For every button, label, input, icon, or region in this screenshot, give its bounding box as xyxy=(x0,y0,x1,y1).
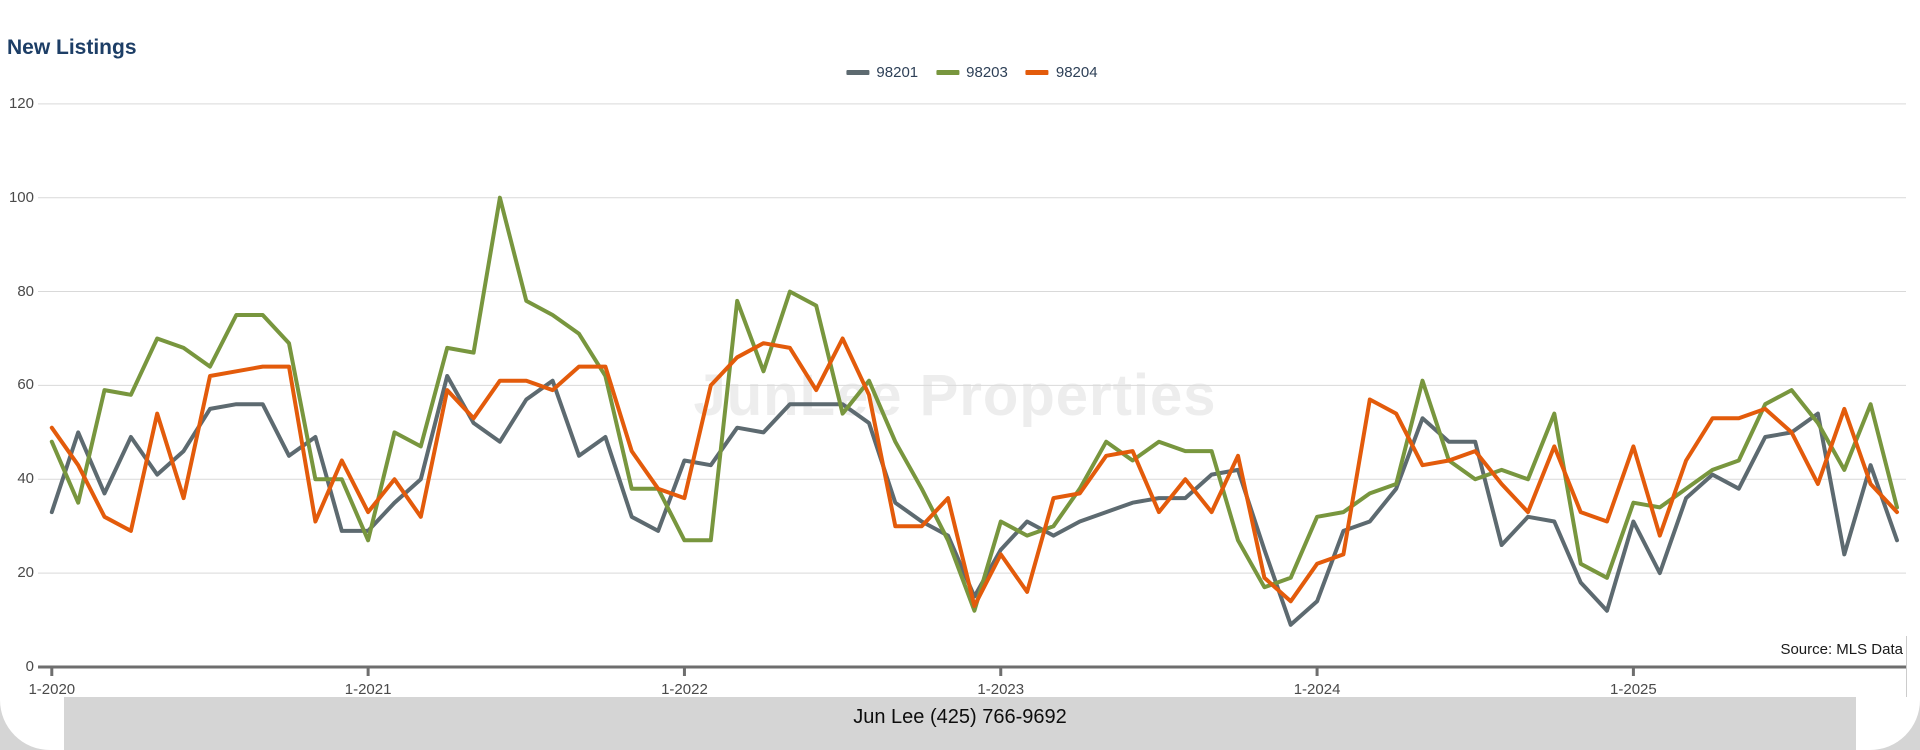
legend-label: 98203 xyxy=(966,64,1008,81)
legend-swatch-98201 xyxy=(846,70,870,75)
card-right-edge xyxy=(1906,636,1907,697)
footer-bar xyxy=(0,697,1920,750)
x-axis-label-1-2024: 1-2024 xyxy=(1293,681,1341,698)
series-line-98201[interactable] xyxy=(49,374,1899,627)
x-axis-label-1-2023: 1-2023 xyxy=(977,681,1025,698)
series-line-98204[interactable] xyxy=(49,336,1899,608)
y-axis-label-0: 0 xyxy=(25,658,34,675)
series-line-98203[interactable] xyxy=(49,195,1899,613)
footer-contact: Jun Lee (425) 766-9692 xyxy=(853,706,1067,728)
source-note: Source: MLS Data xyxy=(1780,641,1903,658)
legend-item-98201[interactable]: 98201 xyxy=(846,64,918,81)
legend: 98201 98203 98204 xyxy=(846,64,1098,81)
y-axis-label-60: 60 xyxy=(17,376,34,394)
legend-item-98204[interactable]: 98204 xyxy=(1025,64,1098,81)
y-axis-label-120: 120 xyxy=(8,94,34,112)
legend-swatch-98203 xyxy=(936,70,960,75)
chart-title: New Listings xyxy=(7,36,137,59)
legend-label: 98204 xyxy=(1055,64,1098,81)
x-axis-label-1-2021: 1-2021 xyxy=(344,681,392,698)
y-axis-label-20: 20 xyxy=(17,564,34,582)
legend-label: 98201 xyxy=(876,64,919,81)
legend-item-98203[interactable]: 98203 xyxy=(936,64,1008,81)
x-axis-label-1-2022: 1-2022 xyxy=(661,681,708,698)
y-axis-label-100: 100 xyxy=(8,188,34,206)
x-axis-label-1-2020: 1-2020 xyxy=(28,681,76,698)
y-axis-label-40: 40 xyxy=(17,470,34,488)
legend-swatch-98204 xyxy=(1025,70,1049,75)
x-axis-label-1-2025: 1-2025 xyxy=(1610,681,1657,698)
y-axis-label-80: 80 xyxy=(17,282,34,300)
